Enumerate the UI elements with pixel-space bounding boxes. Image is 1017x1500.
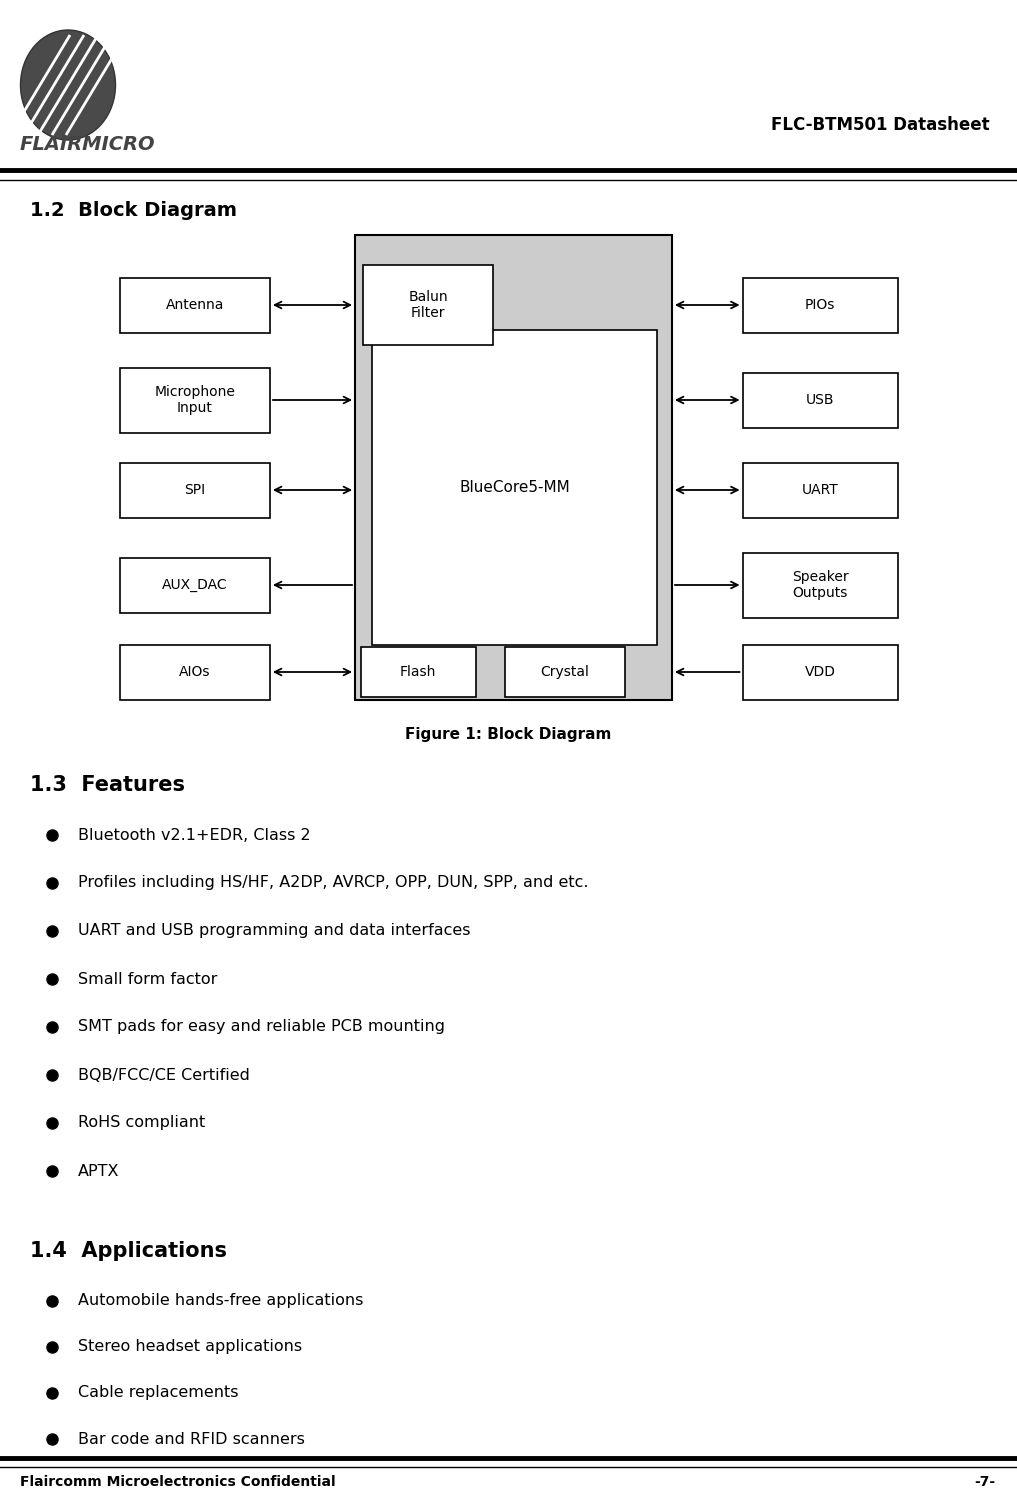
Bar [372,330,657,645]
Text: Antenna: Antenna [166,298,224,312]
Text: Microphone
Input: Microphone Input [155,386,236,416]
Bar [742,278,897,333]
Text: UART and USB programming and data interfaces: UART and USB programming and data interf… [78,924,471,939]
Text: Bar code and RFID scanners: Bar code and RFID scanners [78,1431,305,1446]
Text: SPI: SPI [184,483,205,496]
Text: UART: UART [801,483,838,496]
Text: 1.2  Block Diagram: 1.2 Block Diagram [29,201,237,219]
Text: SMT pads for easy and reliable PCB mounting: SMT pads for easy and reliable PCB mount… [78,1020,445,1035]
Bar [120,558,270,612]
Text: FLAIRMICRO: FLAIRMICRO [20,135,156,154]
Text: PIOs: PIOs [804,298,835,312]
Bar [505,646,625,698]
Text: Bluetooth v2.1+EDR, Class 2: Bluetooth v2.1+EDR, Class 2 [78,828,310,843]
Text: Small form factor: Small form factor [78,972,218,987]
Text: Crystal: Crystal [541,664,590,680]
Text: Speaker
Outputs: Speaker Outputs [791,570,848,600]
Text: Cable replacements: Cable replacements [78,1386,239,1401]
Text: AUX_DAC: AUX_DAC [162,578,228,592]
Text: Profiles including HS/HF, A2DP, AVRCP, OPP, DUN, SPP, and etc.: Profiles including HS/HF, A2DP, AVRCP, O… [78,876,589,891]
Text: Figure 1: Block Diagram: Figure 1: Block Diagram [405,728,611,742]
Bar [120,368,270,432]
Bar [363,266,493,345]
Text: AIOs: AIOs [179,664,211,680]
Text: USB: USB [805,393,834,406]
Text: 1.4  Applications: 1.4 Applications [29,1240,227,1262]
Bar [120,645,270,699]
Text: 1.3  Features: 1.3 Features [29,776,185,795]
Bar [120,462,270,518]
Text: Flaircomm Microelectronics Confidential: Flaircomm Microelectronics Confidential [20,1474,336,1490]
Text: BQB/FCC/CE Certified: BQB/FCC/CE Certified [78,1068,250,1083]
Text: -7-: -7- [974,1474,995,1490]
Text: Balun
Filter: Balun Filter [408,290,447,320]
Text: Automobile hands-free applications: Automobile hands-free applications [78,1293,363,1308]
Bar [742,372,897,427]
Bar [120,278,270,333]
Bar [360,646,476,698]
Bar [742,645,897,699]
Text: RoHS compliant: RoHS compliant [78,1116,205,1131]
Text: FLC-BTM501 Datasheet: FLC-BTM501 Datasheet [771,116,990,134]
Bar [742,552,897,618]
Ellipse shape [20,30,116,140]
Text: VDD: VDD [804,664,836,680]
Text: Flash: Flash [400,664,436,680]
Text: Stereo headset applications: Stereo headset applications [78,1340,302,1354]
Bar [355,236,672,700]
Text: APTX: APTX [78,1164,120,1179]
Bar [742,462,897,518]
Text: BlueCore5-MM: BlueCore5-MM [459,480,570,495]
